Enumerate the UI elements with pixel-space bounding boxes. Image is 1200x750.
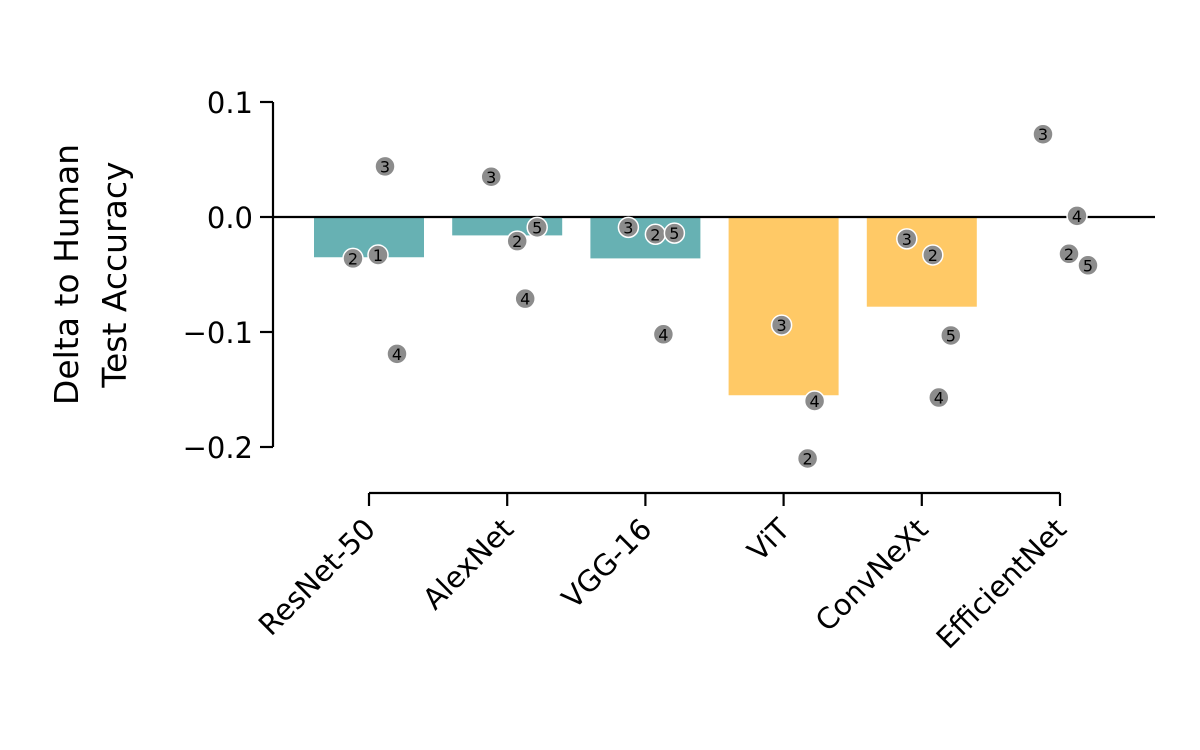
- data-point-marker: [480, 166, 502, 188]
- data-point-label: 4: [934, 389, 944, 408]
- data-point-label: 3: [1038, 125, 1048, 144]
- data-point: 1: [367, 244, 389, 266]
- data-point-label: 2: [803, 450, 813, 469]
- data-point-label: 1: [373, 246, 383, 265]
- data-point-label: 2: [512, 232, 522, 251]
- data-point: 4: [652, 323, 675, 346]
- data-point-label: 3: [486, 168, 496, 187]
- data-point-label: 2: [1064, 245, 1074, 264]
- bars-group: [314, 217, 977, 396]
- data-point-label: 4: [520, 290, 530, 309]
- data-point: 4: [514, 287, 536, 310]
- data-point-label: 5: [669, 224, 679, 243]
- x-tick-label: ConvNeXt: [809, 512, 935, 638]
- data-point-marker: [1032, 123, 1054, 145]
- data-point-marker: [922, 244, 944, 266]
- data-point: 5: [940, 324, 962, 347]
- data-point-marker: [770, 314, 793, 336]
- y-axis-title-line: Test Accuracy: [95, 161, 134, 388]
- bar: [866, 217, 977, 307]
- data-point-label: 3: [777, 316, 787, 335]
- data-point-label: 5: [532, 218, 542, 237]
- data-point-marker: [803, 390, 826, 412]
- data-point: 2: [1058, 243, 1080, 265]
- data-point-marker: [940, 324, 962, 347]
- data-point-marker: [617, 216, 640, 239]
- data-point-label: 4: [810, 392, 820, 411]
- data-point: 2: [342, 247, 364, 270]
- x-tick-label: VGG-16: [555, 512, 658, 615]
- data-point: 3: [770, 314, 793, 336]
- data-point: 3: [617, 216, 640, 239]
- data-point-label: 3: [902, 230, 912, 249]
- data-point: 4: [928, 386, 950, 409]
- data-point-label: 3: [380, 157, 390, 176]
- x-tick-label: EfficientNet: [929, 512, 1072, 655]
- data-point-marker: [896, 228, 918, 250]
- data-point-label: 4: [1072, 207, 1082, 226]
- data-point-marker: [652, 323, 675, 346]
- data-point-marker: [1077, 254, 1099, 277]
- data-point-marker: [663, 222, 686, 244]
- y-axis-title: Delta to Human Test Accuracy: [47, 144, 134, 405]
- data-point-marker: [928, 386, 950, 409]
- data-point: 2: [644, 223, 667, 245]
- data-point-label: 5: [946, 326, 956, 345]
- data-point-label: 3: [623, 218, 633, 237]
- data-point-marker: [374, 155, 396, 178]
- data-point-marker: [526, 216, 548, 239]
- data-point: 2: [796, 447, 819, 470]
- x-tick-label: ViT: [741, 512, 797, 568]
- data-point: 4: [1066, 205, 1088, 227]
- data-point-marker: [514, 287, 536, 310]
- data-point: 4: [803, 390, 826, 412]
- data-point-label: 4: [658, 325, 668, 344]
- data-point: 3: [374, 155, 396, 178]
- data-point: 3: [1032, 123, 1054, 145]
- y-axis-title-line: Delta to Human: [47, 144, 86, 405]
- data-point-label: 2: [650, 225, 660, 244]
- y-tick-label: 0.1: [207, 86, 253, 120]
- data-point-label: 5: [1083, 256, 1093, 275]
- y-tick-label: −0.2: [183, 431, 253, 465]
- data-point: 3: [480, 166, 502, 188]
- data-point-marker: [386, 343, 408, 365]
- data-point: 3: [896, 228, 918, 250]
- data-point-marker: [506, 230, 528, 252]
- data-point: 4: [386, 343, 408, 365]
- y-tick-label: 0.0: [207, 201, 253, 235]
- data-point: 2: [922, 244, 944, 266]
- data-point-marker: [367, 244, 389, 266]
- y-axis: 0.1 0.0 −0.1 −0.2: [183, 86, 275, 465]
- data-point-label: 2: [348, 249, 358, 268]
- bar: [728, 217, 839, 396]
- y-tick-label: −0.1: [183, 316, 253, 350]
- data-point-marker: [796, 447, 819, 470]
- x-axis: ResNet-50 AlexNet VGG-16 ViT ConvNeXtEfficie…: [252, 491, 1073, 655]
- x-tick-label: ResNet-50: [252, 512, 382, 642]
- data-point: 5: [1077, 254, 1099, 277]
- data-point: 5: [526, 216, 548, 239]
- data-point: 2: [506, 230, 528, 252]
- x-tick-label: AlexNet: [416, 512, 520, 616]
- data-point-label: 4: [392, 345, 402, 364]
- data-point: 5: [663, 222, 686, 244]
- data-point-marker: [1058, 243, 1080, 265]
- data-point-marker: [342, 247, 364, 270]
- data-point-label: 2: [928, 246, 938, 265]
- data-point-marker: [1066, 205, 1088, 227]
